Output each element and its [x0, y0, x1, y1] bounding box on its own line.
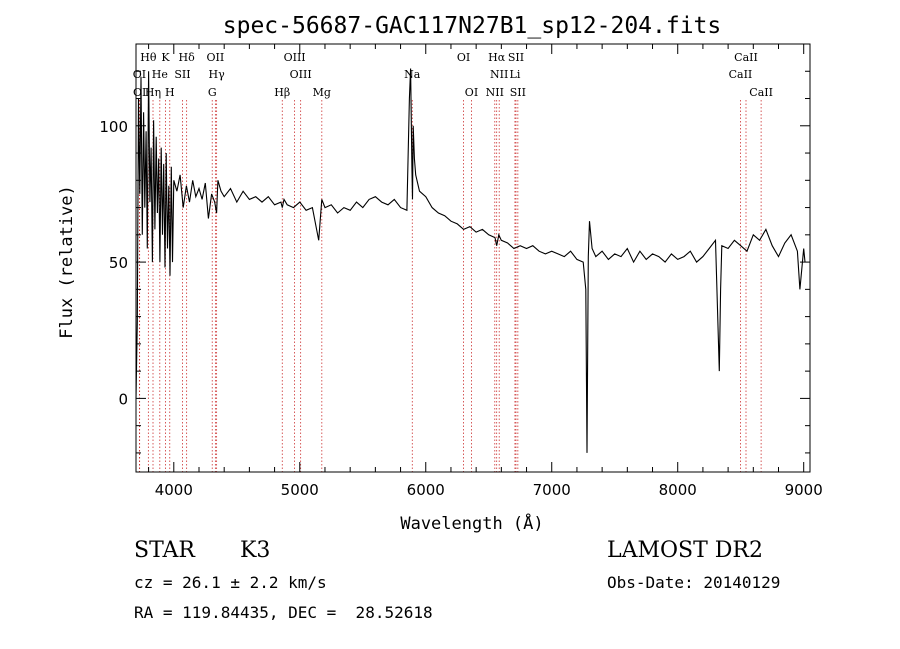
x-tick-label: 7000	[533, 481, 571, 499]
line-marker-label: OII	[207, 51, 225, 64]
line-marker-label: Hδ	[179, 51, 196, 64]
coordinates: RA = 119.84435, DEC = 28.52618	[134, 603, 433, 622]
survey-name: LAMOST DR2	[607, 538, 763, 563]
line-marker-label: OI	[465, 86, 478, 99]
line-marker-label: SII	[510, 86, 526, 99]
line-marker-label: Hθ	[140, 51, 157, 64]
line-marker-label: OIII	[290, 68, 312, 81]
x-tick-label: 5000	[281, 481, 319, 499]
chart-title: spec-56687-GAC117N27B1_sp12-204.fits	[223, 13, 722, 39]
y-tick-label: 0	[118, 390, 128, 408]
line-marker-label: CaII	[734, 51, 758, 64]
spectrum-line	[135, 68, 806, 453]
line-marker-label: NII	[486, 86, 504, 99]
x-tick-label: 9000	[785, 481, 823, 499]
line-marker-label: Mg	[313, 86, 331, 99]
x-axis-label: Wavelength (Å)	[400, 512, 543, 534]
object-subclass: K3	[240, 538, 271, 563]
y-tick-label: 100	[99, 118, 128, 136]
line-marker-label: SII	[508, 51, 524, 64]
y-axis-label: Flux (relative)	[57, 185, 77, 339]
line-marker-label: G	[208, 86, 217, 99]
plot-frame	[135, 43, 811, 473]
line-marker-label: Na	[404, 68, 421, 81]
spectrum-series	[135, 68, 806, 453]
line-marker-label: H	[165, 86, 175, 99]
observation-date: Obs-Date: 20140129	[607, 573, 781, 592]
line-marker-label: K	[161, 51, 170, 64]
x-tick-label: 6000	[407, 481, 445, 499]
line-marker-label: Hα	[488, 51, 506, 64]
line-marker-label: CaII	[729, 68, 753, 81]
redshift-velocity: cz = 26.1 ± 2.2 km/s	[134, 573, 327, 592]
line-marker-label: Hη	[145, 86, 161, 99]
y-tick-label: 50	[109, 254, 128, 272]
line-marker-label: Hβ	[274, 86, 290, 99]
axes-ticks: 4000 5000 6000 7000 8000 9000 0 50 100	[99, 44, 823, 499]
line-marker-label: NII	[490, 68, 508, 81]
line-marker-label: SII	[174, 68, 190, 81]
line-marker-label: Hγ	[209, 68, 226, 81]
x-tick-label: 8000	[659, 481, 697, 499]
x-tick-label: 4000	[155, 481, 193, 499]
line-marker-label: OI	[133, 68, 146, 81]
line-marker-label: OIII	[284, 51, 306, 64]
object-class: STAR	[134, 538, 195, 563]
line-marker-label: He	[152, 68, 168, 81]
line-marker-label: CaII	[749, 86, 773, 99]
line-marker-label: Li	[510, 68, 521, 81]
line-marker-label: OI	[457, 51, 470, 64]
